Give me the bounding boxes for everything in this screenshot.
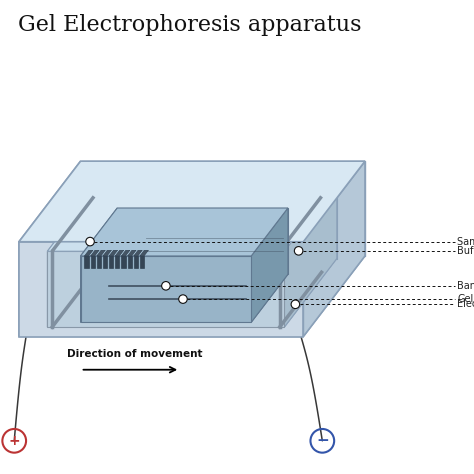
Circle shape [162,282,170,290]
Text: Bands: Bands [457,281,474,291]
Polygon shape [115,250,124,256]
Polygon shape [117,208,288,274]
Circle shape [294,246,303,255]
Text: Gel: Gel [457,294,474,304]
Circle shape [86,237,94,246]
Polygon shape [47,182,100,327]
Polygon shape [47,259,337,327]
Polygon shape [81,256,251,322]
Text: +: + [9,434,20,448]
Polygon shape [284,182,337,327]
Polygon shape [47,182,337,251]
Polygon shape [91,256,95,268]
Polygon shape [140,250,148,256]
Polygon shape [128,250,136,256]
Polygon shape [134,256,138,268]
Polygon shape [97,256,101,268]
Text: Electrode: Electrode [457,299,474,310]
Polygon shape [81,208,117,322]
Polygon shape [97,250,105,256]
Polygon shape [303,161,365,337]
Polygon shape [19,161,365,242]
Polygon shape [84,250,93,256]
Polygon shape [251,208,288,322]
Circle shape [179,295,187,303]
Polygon shape [47,251,284,327]
Circle shape [291,300,300,309]
Polygon shape [19,161,81,337]
Polygon shape [81,208,288,256]
Polygon shape [84,256,89,268]
Polygon shape [19,256,365,337]
Polygon shape [91,250,99,256]
Polygon shape [103,256,107,268]
Polygon shape [81,274,288,322]
Text: Sample slots: Sample slots [457,237,474,246]
Polygon shape [81,161,365,256]
Text: Gel Electrophoresis apparatus: Gel Electrophoresis apparatus [18,14,361,36]
Polygon shape [19,242,303,337]
Text: Direction of movement: Direction of movement [67,349,203,359]
Polygon shape [109,250,118,256]
Polygon shape [128,256,132,268]
Polygon shape [134,250,142,256]
Text: −: − [316,433,328,448]
Polygon shape [121,256,126,268]
Polygon shape [140,256,144,268]
Polygon shape [121,250,130,256]
Polygon shape [115,256,119,268]
Polygon shape [100,182,337,259]
Polygon shape [103,250,111,256]
Polygon shape [109,256,113,268]
Text: Buffer solution: Buffer solution [457,246,474,256]
